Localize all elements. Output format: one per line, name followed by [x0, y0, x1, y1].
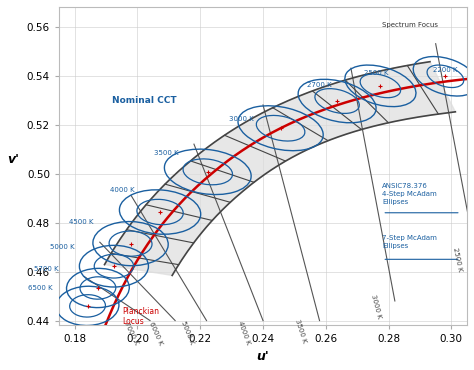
Text: 6000 K: 6000 K: [148, 320, 164, 346]
Text: 2700 K: 2700 K: [308, 82, 332, 88]
Text: 7000 K: 7000 K: [123, 320, 139, 346]
Text: 4000 K: 4000 K: [237, 320, 251, 346]
Text: 2500 K: 2500 K: [364, 70, 389, 75]
Y-axis label: v': v': [7, 153, 19, 166]
Text: 6500 K: 6500 K: [28, 285, 53, 291]
Text: 2200 K: 2200 K: [433, 67, 457, 73]
Text: 2500 K: 2500 K: [452, 247, 463, 272]
Text: 4500 K: 4500 K: [69, 219, 93, 225]
Text: Planckian
Locus: Planckian Locus: [122, 307, 159, 326]
Text: Spectrum Focus: Spectrum Focus: [383, 22, 438, 28]
Text: 3500 K: 3500 K: [294, 318, 307, 343]
Text: 3000 K: 3000 K: [229, 116, 254, 122]
Text: ANSIC78.376
4-Step McAdam
Ellipses: ANSIC78.376 4-Step McAdam Ellipses: [383, 184, 437, 205]
Text: 4000 K: 4000 K: [109, 187, 134, 193]
Text: 3500 K: 3500 K: [154, 151, 178, 157]
Text: 5000 K: 5000 K: [180, 320, 195, 346]
X-axis label: u': u': [256, 350, 269, 363]
Polygon shape: [105, 62, 456, 275]
Text: 7-Step McAdam
Ellipses: 7-Step McAdam Ellipses: [383, 235, 437, 249]
Text: Nominal CCT: Nominal CCT: [112, 96, 177, 105]
Text: 5700 K: 5700 K: [34, 266, 59, 272]
Text: 3000 K: 3000 K: [370, 294, 382, 319]
Text: 5000 K: 5000 K: [50, 243, 75, 249]
